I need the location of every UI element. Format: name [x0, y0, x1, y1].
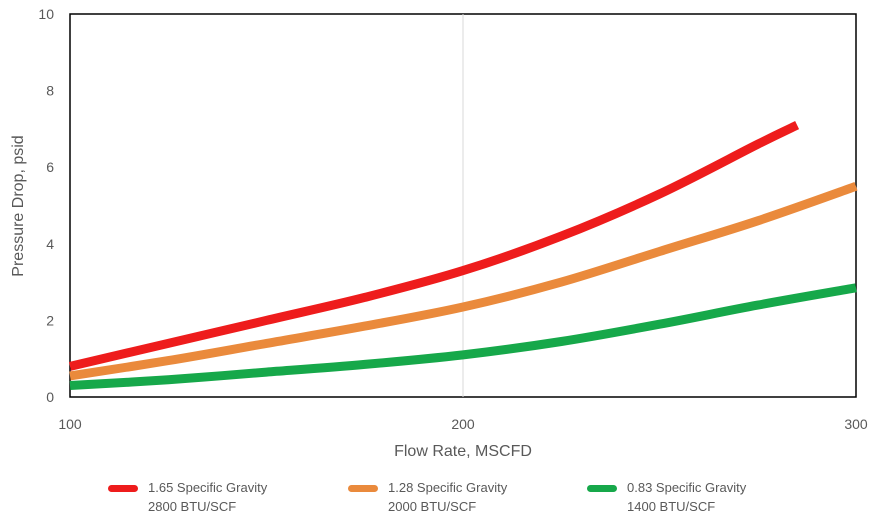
x-axis-title: Flow Rate, MSCFD [394, 443, 532, 460]
series-line-3 [69, 283, 857, 390]
legend-swatch-series-2 [348, 485, 378, 492]
series-group [68, 121, 858, 390]
legend-item-series-3: 0.83 Specific Gravity 1400 BTU/SCF [587, 478, 746, 516]
x-tick-labels: 100 200 300 [58, 416, 868, 432]
legend-item-series-1: 1.65 Specific Gravity 2800 BTU/SCF [108, 478, 267, 516]
y-tick-labels: 0 2 4 6 8 10 [38, 6, 54, 405]
x-tick-label: 200 [451, 416, 475, 432]
y-tick-label: 8 [46, 83, 54, 99]
y-tick-label: 2 [46, 312, 54, 328]
legend-detail-series-2: 2000 BTU/SCF [388, 499, 477, 514]
legend-swatch-series-3 [587, 485, 617, 492]
x-tick-label: 300 [844, 416, 868, 432]
legend-label-series-1: 1.65 Specific Gravity [148, 480, 268, 495]
legend: 1.65 Specific Gravity 2800 BTU/SCF 1.28 … [0, 478, 871, 522]
chart: 100 200 300 0 2 4 6 8 10 Flow Rate, MSCFD Press… [10, 6, 868, 460]
series-line-1 [68, 121, 800, 371]
x-tick-label: 100 [58, 416, 82, 432]
y-tick-label: 6 [46, 159, 54, 175]
legend-label-series-2: 1.28 Specific Gravity [388, 480, 508, 495]
y-tick-label: 10 [38, 6, 54, 22]
legend-text-series-3: 0.83 Specific Gravity 1400 BTU/SCF [627, 478, 746, 516]
legend-item-series-2: 1.28 Specific Gravity 2000 BTU/SCF [348, 478, 507, 516]
y-tick-label: 0 [46, 389, 54, 405]
series-line-2 [69, 182, 858, 381]
y-tick-label: 4 [46, 236, 54, 252]
y-axis-title: Pressure Drop, psid [10, 135, 27, 276]
legend-text-series-1: 1.65 Specific Gravity 2800 BTU/SCF [148, 478, 267, 516]
legend-swatch-series-1 [108, 485, 138, 492]
legend-detail-series-3: 1400 BTU/SCF [627, 499, 716, 514]
legend-text-series-2: 1.28 Specific Gravity 2000 BTU/SCF [388, 478, 507, 516]
legend-label-series-3: 0.83 Specific Gravity [627, 480, 747, 495]
legend-detail-series-1: 2800 BTU/SCF [148, 499, 237, 514]
